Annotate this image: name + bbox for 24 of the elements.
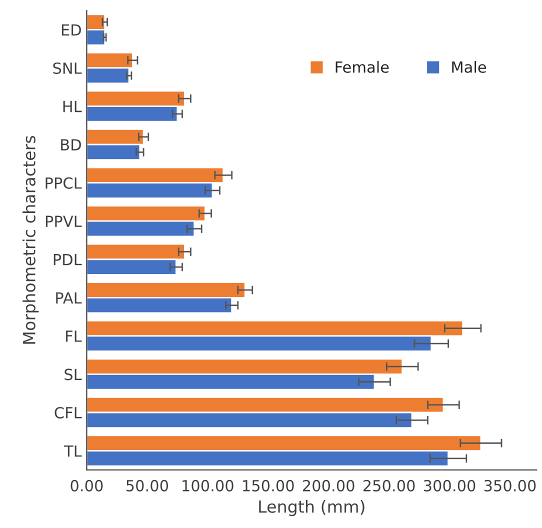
x-tick-label: 50.00 — [126, 480, 168, 492]
y-tick-label: PPCL — [46, 177, 82, 189]
legend-label: Male — [452, 61, 486, 73]
y-tick-label: HL — [63, 100, 82, 112]
y-tick-label: PPVL — [46, 216, 82, 227]
y-tick-label: TL — [64, 445, 82, 457]
y-axis-title: Morphometric characters — [22, 136, 39, 344]
x-tick-label: 200.00 — [302, 480, 354, 492]
x-axis-title: Length (mm) — [259, 500, 364, 516]
x-tick-label: 350.00 — [484, 480, 536, 492]
y-tick-label: BD — [61, 139, 81, 150]
y-tick-label: PAL — [56, 292, 82, 304]
x-tick-label: 0.00 — [70, 480, 103, 492]
legend-label: Female — [336, 61, 389, 73]
y-tick-label: SNL — [53, 62, 82, 74]
x-tick-label: 100.00 — [182, 480, 234, 492]
y-tick-label: PDL — [54, 254, 82, 266]
x-tick-label: 150.00 — [243, 480, 294, 492]
y-tick-label: ED — [62, 24, 81, 36]
y-tick-label: CFL — [54, 406, 82, 419]
x-tick-label: 300.00 — [424, 480, 476, 492]
y-tick-label: SL — [64, 368, 82, 380]
y-tick-label: FL — [66, 330, 82, 342]
x-tick-label: 250.00 — [363, 480, 415, 492]
